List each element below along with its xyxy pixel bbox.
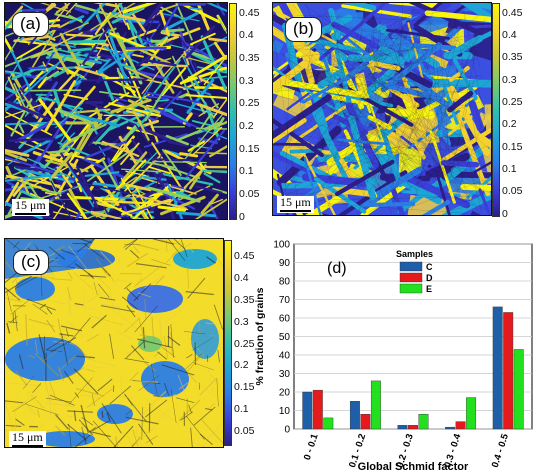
legend-label-E: E [426, 284, 432, 294]
colorbar-tick: 0.05 [234, 424, 255, 437]
colorbar-ticks-a: 0.45 0.4 0.35 0.3 0.25 0.2 0.15 0.1 0.05 0 [239, 3, 269, 222]
bar-C-0 [302, 391, 313, 430]
colorbar-tick: 0.1 [239, 165, 254, 178]
colorbar-tick: 0.45 [234, 250, 255, 263]
colorbar-ticks-c: 0.45 0.4 0.35 0.3 0.25 0.2 0.15 0.1 0.05 [234, 240, 264, 444]
y-tick-label: 0 [284, 425, 290, 436]
colorbar-tick: 0.15 [234, 381, 255, 394]
legend-swatch-C [399, 261, 423, 272]
legend-label-D: D [426, 273, 433, 283]
bar-E-4 [513, 349, 524, 430]
bar-E-3 [466, 397, 477, 430]
legend-label-C: C [426, 262, 433, 272]
panel-label-b: (b) [285, 17, 322, 42]
colorbar-tick: 0.05 [239, 188, 260, 201]
colorbar-ticks-b: 0.45 0.4 0.35 0.3 0.25 0.2 0.15 0.1 0.05 0 [502, 3, 532, 219]
colorbar-tick: 0.1 [234, 403, 249, 416]
bar-E-2 [418, 413, 429, 430]
schmid-map-a [5, 3, 227, 219]
scale-bar-a: 15 μm [12, 199, 49, 216]
colorbar-tick: 0.4 [239, 29, 254, 42]
colorbar-tick: 0.2 [502, 118, 517, 131]
scale-bar-rule-b [280, 210, 311, 212]
map-a: (a) 15 μm [4, 2, 228, 220]
colorbar-tick: 0.15 [239, 142, 260, 155]
bar-C-1 [349, 401, 360, 430]
legend-swatch-E [399, 283, 423, 294]
bar-D-3 [455, 421, 466, 430]
scale-bar-label-c: 15 μm [12, 430, 43, 444]
panel-label-c: (c) [13, 250, 49, 275]
legend-title: Samples [396, 249, 433, 259]
colorbar-tick: 0.25 [502, 96, 523, 108]
y-tick-label: 80 [279, 277, 291, 288]
colorbar-tick: 0.4 [234, 272, 249, 285]
colorbar-b [492, 3, 500, 217]
panel-label-d: (d) [327, 260, 347, 277]
y-tick-label: 90 [279, 258, 291, 269]
legend-swatch-D [399, 272, 423, 283]
x-tick-label: 0.4 - 0.5 [490, 432, 511, 469]
colorbar-tick: 0.45 [239, 6, 260, 19]
map-c: (c) 15 μm [4, 238, 224, 448]
colorbar-tick: 0.3 [234, 315, 249, 328]
bar-D-0 [312, 389, 323, 430]
bar-C-2 [397, 425, 408, 430]
colorbar-tick: 0 [239, 210, 245, 223]
colorbar-a [229, 3, 237, 220]
panel-label-a: (a) [12, 12, 49, 37]
scale-bar-rule-a [15, 213, 46, 215]
y-tick-label: 50 [279, 332, 291, 343]
y-tick-label: 60 [279, 314, 291, 325]
scale-bar-b: 15 μm [277, 196, 314, 213]
scale-bar-rule-c [12, 445, 43, 447]
map-b: (b) 15 μm [272, 2, 492, 216]
colorbar-tick: 0.3 [239, 74, 254, 87]
colorbar-tick: 0.1 [502, 163, 517, 176]
colorbar-c [224, 240, 232, 446]
bar-D-1 [360, 413, 371, 430]
x-tick-label: 0 - 0.1 [302, 432, 321, 462]
y-tick-label: 30 [279, 369, 291, 380]
y-tick-label: 70 [279, 295, 291, 306]
scale-bar-label-a: 15 μm [15, 198, 46, 212]
colorbar-tick: 0.3 [502, 73, 517, 86]
bar-E-1 [370, 380, 381, 430]
scale-bar-label-b: 15 μm [280, 195, 311, 209]
bar-C-4 [492, 306, 503, 430]
x-axis-label: Global Schmid factor [358, 461, 469, 473]
scale-bar-c: 15 μm [9, 430, 46, 447]
colorbar-tick: 0.05 [502, 185, 523, 198]
colorbar-tick: 0.4 [502, 28, 517, 41]
bar-E-0 [323, 417, 334, 430]
y-tick-label: 40 [279, 351, 291, 362]
bar-D-4 [503, 312, 514, 430]
colorbar-tick: 0.2 [239, 120, 254, 133]
colorbar-tick: 0.15 [502, 140, 523, 153]
colorbar-tick: 0.2 [234, 359, 249, 372]
colorbar-tick: 0.35 [234, 293, 255, 306]
y-tick-label: 20 [279, 388, 291, 399]
bar-D-2 [408, 425, 418, 430]
y-tick-label: 10 [279, 406, 291, 417]
colorbar-tick: 0 [502, 207, 508, 220]
y-tick-label: 100 [273, 240, 290, 251]
colorbar-tick: 0.45 [502, 6, 523, 19]
colorbar-tick: 0.35 [502, 51, 523, 64]
colorbar-tick: 0.25 [234, 337, 255, 350]
colorbar-tick: 0.35 [239, 52, 260, 65]
y-axis-label: % fraction of grains [254, 287, 266, 385]
colorbar-tick: 0.25 [239, 97, 260, 110]
bar-C-3 [445, 426, 456, 430]
